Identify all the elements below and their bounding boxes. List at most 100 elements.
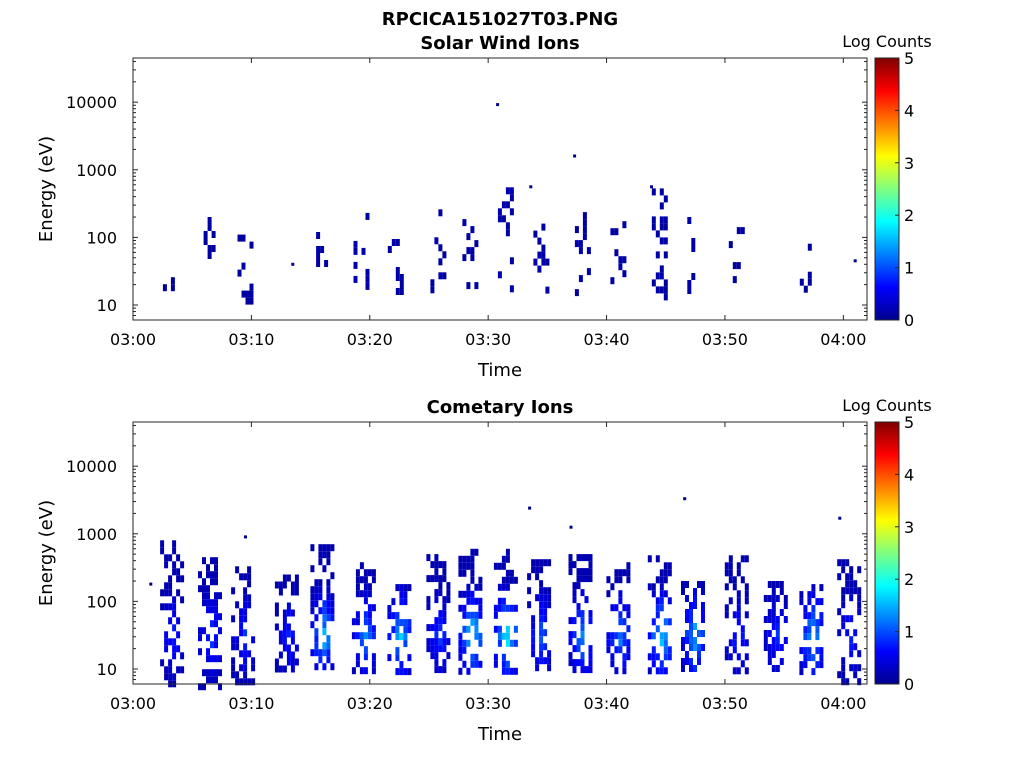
spectrogram-cell bbox=[426, 554, 431, 562]
spectrogram-cell bbox=[543, 608, 548, 616]
spectrogram-cell bbox=[243, 657, 248, 665]
spectrogram-cell bbox=[446, 582, 451, 590]
spectrogram-cell bbox=[663, 237, 668, 245]
spectrogram-cell bbox=[509, 257, 514, 265]
spectrogram-cell bbox=[580, 631, 585, 639]
spectrogram-cell bbox=[470, 548, 475, 556]
spectrogram-cell bbox=[395, 626, 400, 634]
x-tick-label: 03:50 bbox=[702, 694, 748, 713]
spectrogram-cell bbox=[651, 618, 656, 626]
spectrogram-cell bbox=[387, 654, 392, 662]
spectrogram-cell bbox=[446, 652, 451, 660]
spectrogram-cell bbox=[478, 632, 483, 640]
spectrogram-cell bbox=[663, 216, 668, 224]
spectrogram-cell bbox=[744, 611, 749, 619]
spectrogram-cell bbox=[282, 637, 287, 645]
spectrogram-cell bbox=[663, 618, 668, 626]
spectrogram-cell bbox=[853, 587, 858, 595]
spectrogram-cell bbox=[243, 664, 248, 672]
spectrogram-cell bbox=[330, 600, 335, 608]
colorbar-tick-label: 1 bbox=[904, 623, 914, 642]
spectrogram-cell bbox=[626, 604, 631, 612]
spectrogram-cell bbox=[807, 633, 812, 641]
spectrogram-cell bbox=[849, 587, 854, 595]
spectrogram-cell bbox=[363, 576, 368, 584]
spectrogram-cell bbox=[763, 644, 768, 651]
spectrogram-cell bbox=[572, 631, 577, 639]
spectrogram-cell bbox=[501, 604, 506, 612]
spectrogram-cell bbox=[533, 230, 538, 238]
spectrogram-cell bbox=[206, 648, 210, 656]
spectrogram-cell bbox=[438, 638, 443, 646]
spectrogram-cell bbox=[206, 655, 210, 663]
spectrogram-cell bbox=[365, 268, 370, 276]
spectrogram-cell bbox=[732, 276, 737, 284]
spectrogram-cell bbox=[438, 258, 443, 266]
spectrogram-cell bbox=[655, 667, 660, 675]
spectrogram-cell bbox=[651, 188, 656, 196]
spectrogram-cell bbox=[231, 587, 236, 595]
spectrogram-cell bbox=[505, 660, 510, 668]
spectrogram-cell bbox=[322, 565, 327, 573]
spectrogram-cell bbox=[399, 288, 404, 295]
spectrogram-cell bbox=[286, 658, 291, 666]
y-tick-label: 1000 bbox=[76, 525, 117, 544]
spectrogram-cell bbox=[399, 281, 404, 288]
spectrogram-cell bbox=[763, 637, 768, 644]
spectrogram-cell bbox=[282, 609, 287, 617]
spectrogram-cell bbox=[160, 589, 165, 597]
spectrogram-cell bbox=[164, 638, 169, 646]
spectrogram-cell bbox=[359, 639, 364, 647]
spectrogram-cell bbox=[207, 224, 212, 231]
spectrogram-cell bbox=[572, 666, 577, 674]
spectrogram-cell bbox=[622, 604, 627, 612]
spectrogram-cell bbox=[478, 611, 483, 619]
spectrogram-cell bbox=[845, 559, 850, 567]
spectrogram-cell bbox=[367, 569, 372, 577]
spectrogram-cell bbox=[819, 619, 824, 627]
spectrogram-cell bbox=[426, 596, 431, 604]
spectrogram-cell bbox=[247, 573, 252, 581]
spectrogram-cell bbox=[857, 594, 862, 602]
spectrogram-cell bbox=[365, 282, 370, 290]
spectrogram-cell bbox=[849, 594, 854, 602]
spectrogram-cell bbox=[689, 602, 693, 609]
spectrogram-cell bbox=[367, 632, 372, 640]
spectrogram-cell bbox=[618, 576, 623, 584]
spectrogram-cell bbox=[282, 623, 287, 631]
spectrogram-cell bbox=[535, 559, 540, 567]
spectrogram-cell bbox=[363, 618, 368, 626]
spectrogram-cell bbox=[353, 240, 358, 248]
spectrogram-cell bbox=[539, 636, 544, 644]
spectrogram-cell bbox=[689, 609, 693, 616]
spectrogram-cell bbox=[322, 614, 327, 622]
spectrogram-cell bbox=[588, 652, 593, 660]
spectrogram-cell bbox=[618, 611, 623, 619]
spectrogram-cell bbox=[395, 619, 400, 627]
spectrogram-cell bbox=[202, 585, 206, 593]
spectrogram-cell bbox=[442, 645, 447, 653]
spectrogram-cell bbox=[442, 568, 447, 576]
spectrogram-cell bbox=[775, 637, 780, 644]
spectrogram-cell bbox=[399, 598, 404, 606]
spectrogram-cell bbox=[330, 607, 335, 615]
spectrogram-cell bbox=[659, 597, 664, 605]
spectrogram-cell bbox=[399, 633, 404, 641]
spectrogram-cell bbox=[274, 609, 279, 617]
spectrogram-cell bbox=[176, 554, 181, 562]
spectrogram-cell bbox=[214, 564, 218, 572]
spectrogram-cell bbox=[458, 653, 463, 661]
spectrogram-cell bbox=[841, 671, 846, 679]
spectrogram-cell bbox=[803, 633, 808, 641]
spectrogram-cell bbox=[399, 619, 404, 627]
x-tick-label: 03:50 bbox=[702, 330, 748, 349]
spectrogram-cell bbox=[501, 597, 506, 605]
spectrogram-cell bbox=[363, 653, 368, 661]
spectrogram-cell bbox=[659, 216, 664, 224]
spectrogram-cell bbox=[239, 608, 244, 616]
spectrogram-cell bbox=[685, 609, 689, 616]
spectrogram-cell bbox=[278, 665, 283, 673]
colorbar-tick-label: 5 bbox=[904, 49, 914, 68]
spectrogram-cell bbox=[849, 615, 854, 623]
spectrogram-cell bbox=[434, 575, 439, 583]
